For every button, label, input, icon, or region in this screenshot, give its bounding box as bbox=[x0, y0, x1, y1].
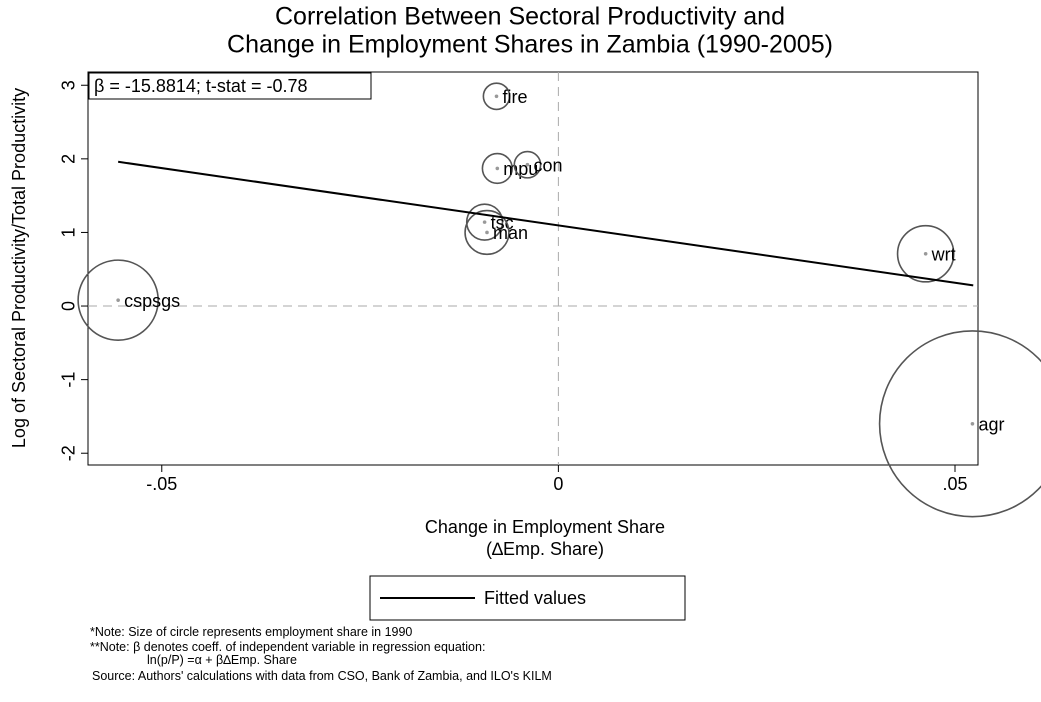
point-label: con bbox=[533, 155, 562, 175]
plot-frame bbox=[87, 71, 979, 466]
bubble bbox=[896, 224, 955, 283]
point-label: agr bbox=[978, 415, 1004, 435]
chart-title: Correlation Between Sectoral Productivit… bbox=[275, 3, 785, 31]
bubble bbox=[878, 330, 1041, 518]
y-tick-label: 2 bbox=[59, 154, 79, 164]
bubble bbox=[465, 203, 504, 241]
y-tick-label: -2 bbox=[59, 445, 79, 461]
note: **Note: β denotes coeff. of independent … bbox=[90, 640, 485, 654]
bubble bbox=[481, 152, 513, 185]
point-label: man bbox=[493, 223, 528, 243]
annotation-box bbox=[88, 72, 372, 100]
x-axis-label: Change in Employment Share bbox=[425, 517, 665, 537]
x-axis-label: (∆Emp. Share) bbox=[486, 539, 604, 559]
point bbox=[485, 230, 489, 235]
bubble bbox=[77, 259, 159, 341]
bubble bbox=[513, 150, 542, 179]
chart-title: Change in Employment Shares in Zambia (1… bbox=[227, 31, 833, 59]
point-label: mpu bbox=[503, 159, 538, 179]
point bbox=[970, 421, 975, 426]
y-tick-label: 3 bbox=[59, 80, 79, 90]
y-axis-label: Log of Sectoral Productivity/Total Produ… bbox=[9, 88, 29, 448]
bubble bbox=[482, 82, 511, 111]
y-tick-label: 1 bbox=[59, 227, 79, 237]
point-label: cspsgs bbox=[124, 291, 180, 311]
annotation: β = -15.8814; t-stat = -0.78 bbox=[94, 76, 307, 96]
y-tick-label: -1 bbox=[59, 372, 79, 388]
point bbox=[482, 220, 487, 224]
point-label: fire bbox=[503, 87, 528, 107]
point bbox=[494, 94, 499, 99]
point-label: wrt bbox=[931, 245, 956, 265]
note: ln(p/P) =α + β∆Emp. Share bbox=[147, 653, 297, 667]
note: Source: Authors' calculations with data … bbox=[92, 669, 552, 683]
x-tick-label: 0 bbox=[553, 474, 563, 494]
point bbox=[495, 166, 500, 171]
point bbox=[525, 162, 530, 167]
bubble bbox=[464, 209, 510, 256]
x-tick-label: .05 bbox=[942, 474, 967, 494]
x-tick-label: -.05 bbox=[146, 474, 177, 494]
legend-label: Fitted values bbox=[484, 588, 586, 608]
note: *Note: Size of circle represents employm… bbox=[90, 625, 412, 639]
fitted-line bbox=[117, 160, 974, 287]
point bbox=[923, 251, 928, 256]
point bbox=[116, 298, 120, 302]
y-tick-label: 0 bbox=[59, 301, 79, 311]
